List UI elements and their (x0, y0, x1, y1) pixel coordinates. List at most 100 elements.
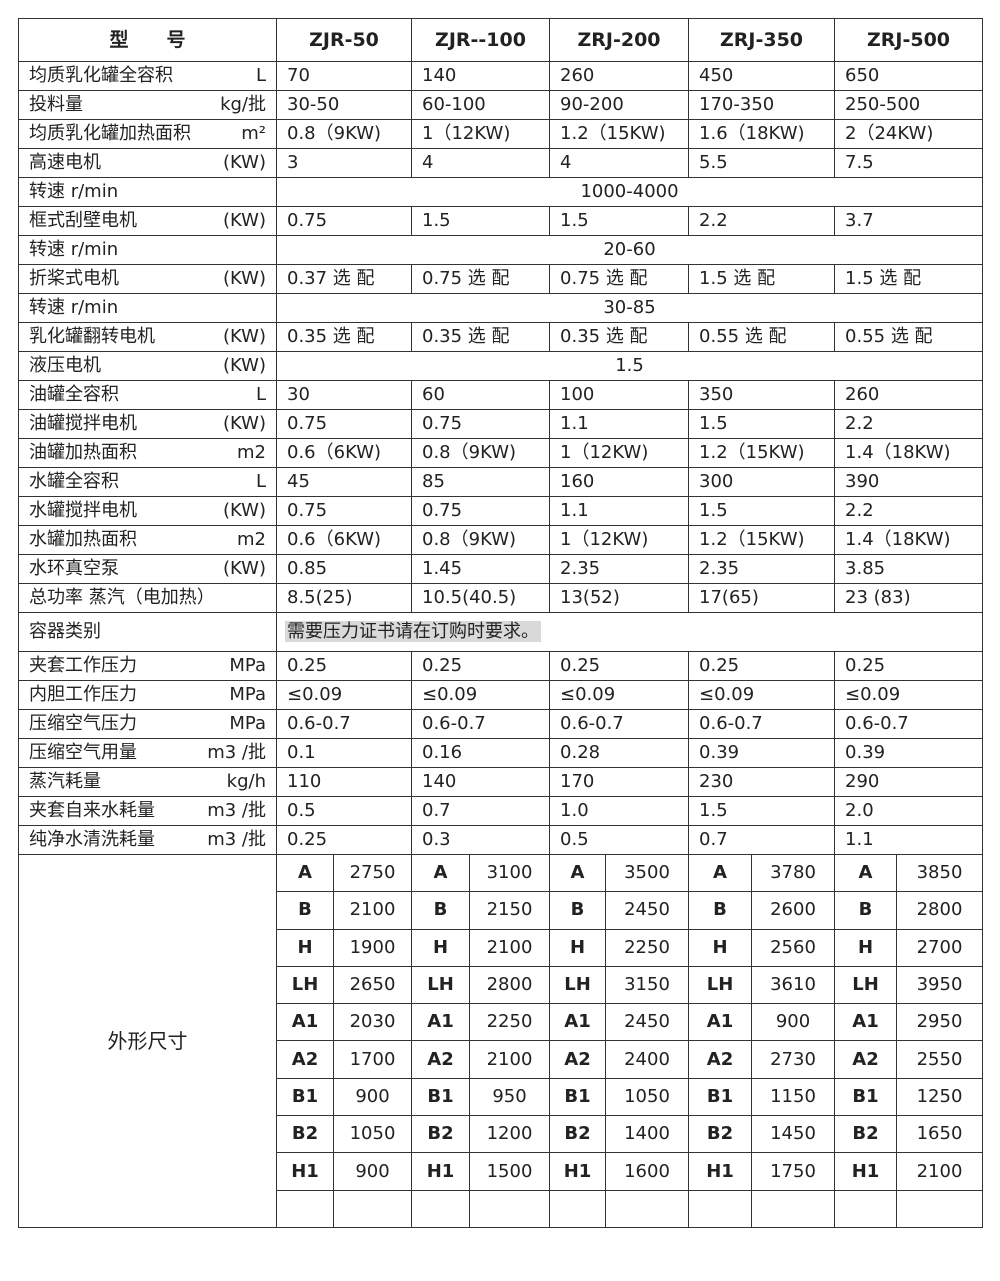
row-label-cell: 水罐搅拌电机 (KW) (18, 496, 277, 526)
value-cell: ≤0.09 (410, 680, 551, 710)
row-label: 高速电机 (29, 152, 101, 173)
header-row: 型 号 ZJR-50 ZJR--100 ZRJ-200 ZRJ-350 ZRJ-500 (18, 18, 984, 62)
row-label-cell: 转速 r/min (18, 177, 277, 207)
empty-cell (605, 1189, 690, 1228)
row-unit: MPa (229, 655, 266, 676)
value-cell: 0.6（6KW) (276, 438, 412, 468)
value-cell: 160 (549, 467, 690, 497)
value-cell: 0.6-0.7 (276, 709, 412, 739)
dimension-key: LH (549, 965, 607, 1005)
dimension-value: 2600 (751, 891, 836, 930)
value-cell: 90-200 (549, 90, 690, 120)
table-row: 夹套自来水耗量 m3 /批 0.5 0.7 1.0 1.5 2.0 (18, 796, 984, 826)
value-cell: 0.6-0.7 (549, 709, 690, 739)
dimension-value: 900 (333, 1152, 412, 1191)
value-cell: 1.1 (549, 409, 690, 439)
dimension-row: 外形尺寸 A 2750 A 3100 A 3500 A 3780 A 3850 (18, 853, 984, 1228)
shared-value-cell: 30-85 (275, 293, 984, 323)
dimension-key: A (688, 853, 753, 893)
empty-cell (468, 1189, 551, 1228)
row-label-cell: 夹套工作压力 MPa (18, 651, 277, 681)
row-label: 框式刮壁电机 (29, 210, 137, 231)
value-cell: ≤0.09 (834, 680, 984, 710)
row-unit: MPa (229, 684, 266, 705)
value-cell: 1.2（15KW) (688, 525, 836, 555)
value-cell: 260 (834, 380, 984, 410)
dimension-value: 3780 (751, 853, 836, 893)
dimension-value: 1750 (751, 1152, 836, 1191)
value-cell: 0.7 (410, 796, 551, 826)
value-cell: 0.28 (549, 738, 690, 768)
shared-value-cell: 1000-4000 (275, 177, 984, 207)
value-cell: 0.85 (276, 554, 412, 584)
value-cell: 0.35 选 配 (549, 322, 690, 352)
dimension-value: 2450 (605, 1003, 690, 1042)
row-unit: (KW) (222, 500, 266, 521)
value-cell: 260 (549, 61, 690, 91)
dimension-value: 2560 (751, 928, 836, 967)
value-cell: 1.5 (688, 796, 836, 826)
dimension-key: A2 (276, 1040, 334, 1079)
value-cell: 0.75 选 配 (410, 264, 551, 294)
value-cell: 3 (276, 148, 412, 178)
table-row: 内胆工作压力 MPa ≤0.09 ≤0.09 ≤0.09 ≤0.09 ≤0.09 (18, 680, 984, 710)
value-cell: 0.6-0.7 (688, 709, 836, 739)
value-cell: 170-350 (688, 90, 836, 120)
row-unit: kg/批 (220, 94, 266, 115)
dimension-key: H1 (411, 1152, 470, 1191)
dimension-key: B1 (276, 1077, 334, 1117)
dimension-key: A2 (549, 1040, 607, 1079)
value-cell: 0.25 (276, 651, 412, 681)
table-row: 均质乳化罐全容积 L 70 140 260 450 650 (18, 61, 984, 91)
table-row: 水罐搅拌电机 (KW) 0.75 0.75 1.1 1.5 2.2 (18, 496, 984, 526)
shared-value-cell: 1.5 (275, 351, 984, 381)
dimension-key: B1 (411, 1077, 470, 1117)
row-label-cell: 容器类别 (18, 612, 277, 652)
dimension-key: H1 (688, 1152, 753, 1191)
row-label-cell: 均质乳化罐加热面积 m² (18, 119, 277, 149)
row-label: 均质乳化罐全容积 (29, 65, 173, 86)
value-cell: 1（12KW) (549, 438, 690, 468)
dimension-key: LH (411, 965, 470, 1005)
value-cell: 45 (276, 467, 412, 497)
dimension-value: 2730 (751, 1040, 836, 1079)
row-unit: (KW) (222, 558, 266, 579)
value-cell: 13(52) (549, 583, 690, 613)
row-label: 投料量 (29, 94, 83, 115)
table-row: 总功率 蒸汽（电加热） 8.5(25) 10.5(40.5) 13(52) 17(65)… (18, 583, 984, 613)
dimension-value: 1050 (605, 1077, 690, 1117)
dimension-key: A2 (688, 1040, 753, 1079)
row-unit: L (255, 65, 266, 86)
value-cell: 0.75 (276, 496, 412, 526)
row-label-cell: 油罐加热面积 m2 (18, 438, 277, 468)
row-label: 液压电机 (29, 355, 101, 376)
value-cell: 390 (834, 467, 984, 497)
row-label: 油罐搅拌电机 (29, 413, 137, 434)
row-label-cell: 总功率 蒸汽（电加热） (18, 583, 277, 613)
value-cell: 300 (688, 467, 836, 497)
dimension-value: 2800 (468, 965, 551, 1005)
row-label-cell: 夹套自来水耗量 m3 /批 (18, 796, 277, 826)
table-row: 油罐全容积 L 30 60 100 350 260 (18, 380, 984, 410)
dimension-value: 2100 (333, 891, 412, 930)
dimension-key: B2 (834, 1115, 898, 1154)
row-unit: (KW) (222, 210, 266, 231)
table-row: 压缩空气压力 MPa 0.6-0.7 0.6-0.7 0.6-0.7 0.6-0.7 0.6… (18, 709, 984, 739)
dimension-value: 2750 (333, 853, 412, 893)
dimension-key: B (549, 891, 607, 930)
table-row: 转速 r/min 30-85 (18, 293, 984, 323)
dimension-value: 2800 (896, 891, 984, 930)
value-cell: 0.25 (276, 825, 412, 855)
dimension-value: 2700 (896, 928, 984, 967)
dimension-value: 900 (751, 1003, 836, 1042)
dimension-key: H (276, 928, 334, 967)
dimension-value: 2450 (605, 891, 690, 930)
value-cell: 1（12KW) (549, 525, 690, 555)
row-unit: m2 (237, 529, 266, 550)
value-cell: 0.16 (410, 738, 551, 768)
dimension-key: B (688, 891, 753, 930)
value-cell: ≤0.09 (276, 680, 412, 710)
table-row: 夹套工作压力 MPa 0.25 0.25 0.25 0.25 0.25 (18, 651, 984, 681)
value-cell: 0.8（9KW) (410, 438, 551, 468)
row-unit: (KW) (222, 355, 266, 376)
